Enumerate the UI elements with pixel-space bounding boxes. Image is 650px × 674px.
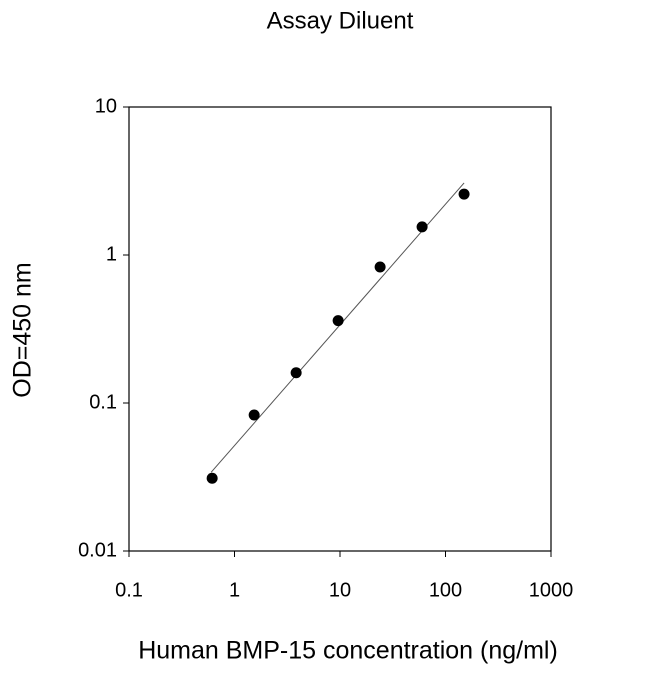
x-tick-label: 10 [329,579,351,601]
x-tick-label: 1 [229,579,240,601]
data-point [374,261,386,273]
data-point [416,221,428,233]
chart-title: Assay Diluent [267,7,414,34]
y-tick-label: 1 [106,243,117,265]
x-tick-label: 100 [429,579,462,601]
y-tick-label: 0.1 [89,391,117,413]
y-axis-label: OD=450 nm [9,262,37,398]
data-point [458,188,470,200]
x-tick-label: 1000 [529,579,574,601]
y-tick-label: 0.01 [78,539,117,561]
plot-frame [128,106,552,552]
x-axis-label: Human BMP-15 concentration (ng/ml) [138,637,558,665]
x-tick-label: 0.1 [115,579,143,601]
y-tick-label: 10 [95,95,117,117]
data-point [332,315,344,327]
data-point [290,367,302,379]
data-point [206,472,218,484]
data-point [248,409,260,421]
